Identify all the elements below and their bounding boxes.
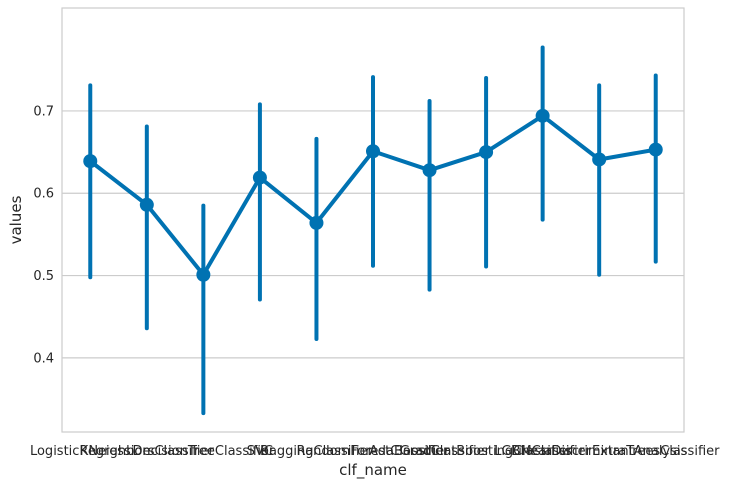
data-points — [83, 108, 663, 282]
x-tick-label: LGBMClassifier — [494, 444, 591, 459]
y-axis-title: values — [7, 195, 25, 244]
x-axis-title: clf_name — [339, 461, 407, 480]
y-tick-label: 0.7 — [33, 104, 54, 119]
y-tick-label: 0.5 — [33, 269, 54, 284]
y-tick-label: 0.4 — [33, 351, 54, 366]
y-tick-labels: 0.4 0.5 0.6 0.7 — [33, 104, 54, 366]
data-point — [535, 108, 550, 123]
data-point — [252, 170, 267, 185]
x-tick-labels: LogisticRegressionKNeighborsClassifierDe… — [30, 444, 720, 459]
data-point — [139, 197, 154, 212]
x-tick-label: AdaBoostClassifier — [369, 444, 491, 459]
x-tick-label: LinearDiscriminantAnalysis — [511, 444, 688, 459]
data-point — [83, 154, 98, 169]
y-tick-label: 0.6 — [33, 187, 54, 202]
x-tick-label: BaggingClassifier — [260, 444, 373, 459]
data-point — [648, 142, 663, 157]
data-point — [309, 215, 324, 230]
x-tick-label: ExtraTreesClassifier — [592, 444, 720, 459]
x-tick-label: SVC — [247, 444, 273, 459]
data-point — [422, 163, 437, 178]
data-point — [366, 144, 380, 159]
x-tick-label: GradientBoostingClassifier — [400, 444, 573, 459]
x-tick-label: RandomForestClassifier — [296, 444, 450, 459]
data-point — [592, 152, 607, 167]
x-tick-label: KNeighborsClassifier — [80, 444, 215, 459]
x-tick-label: LogisticRegression — [30, 444, 151, 459]
data-point — [479, 145, 494, 160]
error-bars — [88, 45, 658, 416]
data-point — [196, 267, 211, 282]
x-tick-label: DecisionTreeClassifier — [132, 444, 274, 459]
